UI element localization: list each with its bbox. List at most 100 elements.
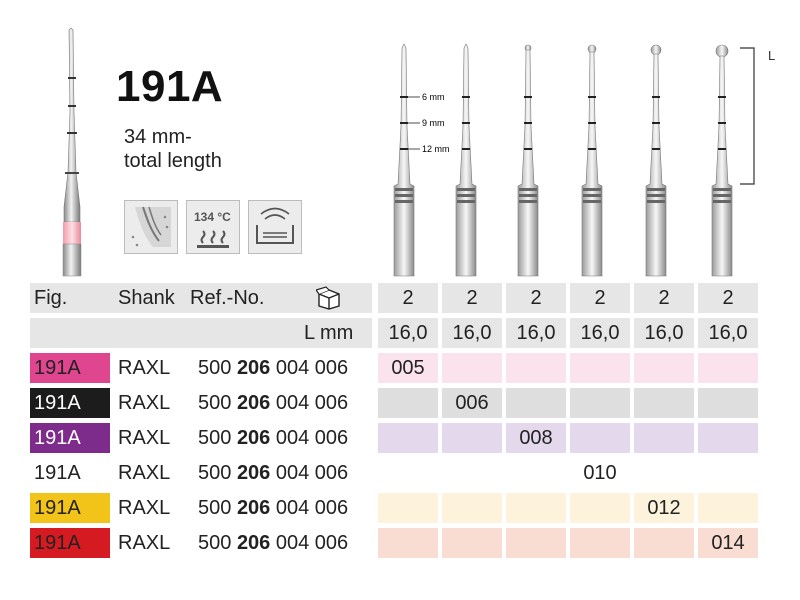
pack-qty: 2 — [634, 283, 694, 313]
pack-qty: 2 — [698, 283, 758, 313]
length-value: 16,0 — [442, 318, 502, 348]
size-empty-cell — [634, 388, 694, 418]
length-bracket: L — [740, 47, 775, 185]
shank-type: RAXL — [118, 427, 171, 449]
size-code-cell: 005 — [378, 353, 438, 383]
ref-shape-code: 206 — [236, 357, 271, 379]
shank-type: RAXL — [118, 357, 171, 379]
ref-prefix: 500 — [198, 532, 232, 554]
size-empty-cell — [570, 388, 630, 418]
shank-type: RAXL — [118, 532, 171, 554]
size-empty-cell — [506, 458, 566, 488]
instrument-size-diagrams: 6 mm 9 mm 12 mm L — [393, 43, 775, 277]
mark-9mm: 9 mm — [422, 118, 445, 128]
size-code-cell: 010 — [570, 458, 630, 488]
size-empty-cell — [634, 528, 694, 558]
header-fig: Fig. — [34, 287, 68, 309]
pack-qty: 2 — [378, 283, 438, 313]
size-empty-cell — [570, 423, 630, 453]
size-code-cell: 014 — [698, 528, 758, 558]
size-empty-cell — [378, 528, 438, 558]
table-header-bg — [30, 283, 372, 313]
reference-number: 500 206 004 006 — [198, 388, 348, 418]
ref-shape-code: 206 — [236, 497, 271, 519]
ref-suffix: 004 006 — [275, 427, 349, 449]
reference-number: 500 206 004 006 — [198, 353, 348, 383]
size-empty-cell — [442, 353, 502, 383]
package-icon — [315, 286, 342, 315]
ref-prefix: 500 — [198, 392, 232, 414]
size-empty-cell — [506, 528, 566, 558]
size-empty-cell — [442, 423, 502, 453]
size-empty-cell — [634, 423, 694, 453]
shank-type: RAXL — [118, 392, 171, 414]
size-empty-cell — [378, 458, 438, 488]
ref-suffix: 004 006 — [275, 392, 349, 414]
temperature-label: 134 °C — [194, 210, 231, 224]
size-empty-cell — [698, 353, 758, 383]
tooth-cavity-icon — [124, 200, 178, 254]
ref-suffix: 004 006 — [275, 462, 349, 484]
reference-number: 500 206 004 006 — [198, 423, 348, 453]
product-title: 191A — [116, 62, 224, 111]
ref-prefix: 500 — [198, 357, 232, 379]
instrument-008 — [517, 44, 539, 277]
size-empty-cell — [506, 493, 566, 523]
figure-swatch: 191A — [30, 353, 110, 383]
size-code-cell: 008 — [506, 423, 566, 453]
size-code-cell: 006 — [442, 388, 502, 418]
size-empty-cell — [634, 353, 694, 383]
pack-qty: 2 — [570, 283, 630, 313]
instrument-010 — [581, 44, 603, 277]
size-empty-cell — [698, 423, 758, 453]
mark-12mm: 12 mm — [422, 144, 450, 154]
ref-suffix: 004 006 — [275, 497, 349, 519]
ref-shape-code: 206 — [236, 532, 271, 554]
size-empty-cell — [570, 353, 630, 383]
instrument-005: 6 mm 9 mm 12 mm — [393, 43, 450, 277]
size-empty-cell — [698, 388, 758, 418]
size-empty-cell — [634, 458, 694, 488]
length-value: 16,0 — [506, 318, 566, 348]
header-l-mm: L mm — [304, 322, 354, 344]
size-code-cell: 012 — [634, 493, 694, 523]
shank-type: RAXL — [118, 462, 171, 484]
size-empty-cell — [570, 528, 630, 558]
ref-shape-code: 206 — [236, 392, 271, 414]
size-empty-cell — [442, 493, 502, 523]
figure-swatch: 191A — [30, 528, 110, 558]
size-empty-cell — [570, 493, 630, 523]
figure-swatch: 191A — [30, 493, 110, 523]
size-empty-cell — [698, 493, 758, 523]
sterilizable-134c-icon — [186, 200, 240, 254]
size-empty-cell — [506, 388, 566, 418]
size-empty-cell — [378, 493, 438, 523]
length-value: 16,0 — [634, 318, 694, 348]
reference-number: 500 206 004 006 — [198, 528, 348, 558]
ref-shape-code: 206 — [236, 427, 271, 449]
figure-swatch: 191A — [30, 458, 110, 488]
size-empty-cell — [506, 353, 566, 383]
ultrasonic-bath-icon — [248, 200, 302, 254]
figure-swatch: 191A — [30, 423, 110, 453]
length-value: 16,0 — [378, 318, 438, 348]
total-length-label: total length — [124, 150, 222, 172]
size-empty-cell — [378, 423, 438, 453]
ref-prefix: 500 — [198, 427, 232, 449]
ref-suffix: 004 006 — [275, 357, 349, 379]
size-empty-cell — [698, 458, 758, 488]
size-empty-cell — [442, 528, 502, 558]
length-value: 16,0 — [570, 318, 630, 348]
ref-prefix: 500 — [198, 497, 232, 519]
ref-shape-code: 206 — [236, 462, 271, 484]
mark-6mm: 6 mm — [422, 92, 445, 102]
size-empty-cell — [442, 458, 502, 488]
reference-number: 500 206 004 006 — [198, 493, 348, 523]
pack-qty: 2 — [442, 283, 502, 313]
pack-qty: 2 — [506, 283, 566, 313]
instrument-012 — [645, 44, 667, 277]
shank-type: RAXL — [118, 497, 171, 519]
length-value: 16,0 — [698, 318, 758, 348]
length-label: L — [768, 48, 775, 63]
instrument-006 — [455, 43, 477, 277]
